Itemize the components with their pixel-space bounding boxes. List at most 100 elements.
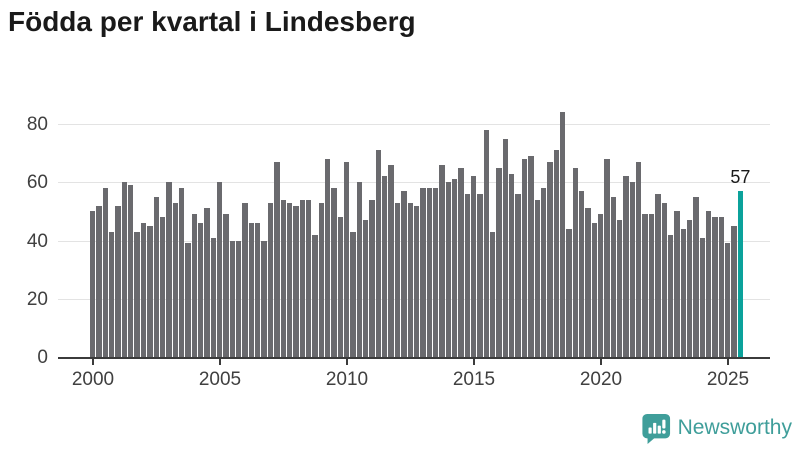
bar-2015-q2 (477, 193, 483, 357)
bar-2020-q1 (598, 214, 604, 357)
bar-2024-q3 (712, 217, 718, 357)
bar-2016-q4 (515, 193, 521, 357)
bar-2009-q3 (331, 188, 337, 357)
bar-2006-q2 (248, 223, 255, 357)
bar-2018-q1 (547, 161, 553, 357)
x-tick-label-2000: 2000 (71, 369, 115, 390)
y-tick-label-80: 80 (26, 114, 48, 135)
x-axis-line (58, 357, 770, 359)
bar-2011-q1 (369, 199, 375, 357)
bar-2018-q3 (559, 112, 566, 357)
plot-area: 0 20 40 60 80 2000 2005 2010 2015 2020 2025 57 (27, 112, 770, 390)
bar-2021-q2 (629, 182, 636, 357)
bar-2024-q2 (705, 211, 712, 357)
bar-2010-q1 (344, 161, 350, 357)
bar-2003-q4 (185, 243, 191, 357)
newsworthy-label: Newsworthy (677, 416, 792, 439)
bar-2004-q1 (191, 214, 197, 357)
bar-2008-q3 (305, 199, 312, 357)
bar-2001-q2 (121, 182, 128, 357)
bar-2010-q4 (363, 220, 369, 357)
x-tick-label-2020: 2020 (579, 369, 623, 390)
bar-2023-q1 (674, 211, 680, 357)
bar-2014-q2 (451, 179, 458, 357)
bar-2016-q3 (509, 173, 515, 357)
x-axis-tick-2005 (219, 359, 221, 365)
y-tick-label-0: 0 (37, 347, 48, 368)
gridline-60 (58, 182, 770, 184)
bar-2012-q1 (394, 202, 401, 357)
bar-2000-q3 (102, 188, 109, 357)
bar-2024-q4 (718, 217, 725, 357)
bar-2020-q3 (610, 196, 617, 357)
bar-2009-q2 (324, 158, 331, 357)
bar-2001-q3 (128, 185, 134, 357)
bar-2012-q3 (407, 202, 413, 357)
bar-2015-q1 (471, 176, 477, 357)
bar-2002-q1 (140, 223, 147, 357)
bar-2003-q1 (166, 182, 172, 357)
bar-2013-q3 (432, 188, 439, 357)
bar-2025-q3 (737, 191, 744, 357)
bar-2007-q3 (280, 199, 286, 357)
bar-2017-q3 (534, 199, 540, 357)
bar-2011-q3 (382, 176, 388, 357)
bar-2012-q4 (413, 205, 420, 357)
bar-2004-q3 (204, 208, 210, 357)
bar-2017-q1 (521, 158, 528, 357)
bar-2007-q4 (286, 202, 293, 357)
x-tick-label-2025: 2025 (706, 369, 750, 390)
bar-2012-q2 (401, 191, 407, 357)
bar-2013-q2 (426, 188, 432, 357)
bar-2008-q4 (312, 234, 318, 357)
bar-2014-q4 (464, 193, 471, 357)
bar-2019-q3 (585, 208, 591, 357)
y-tick-label-40: 40 (26, 230, 48, 252)
bar-2004-q4 (210, 237, 217, 357)
bar-2023-q4 (693, 196, 699, 357)
bar-2005-q1 (217, 182, 223, 357)
bar-2011-q2 (375, 150, 382, 357)
bar-2015-q4 (490, 231, 496, 357)
bar-2009-q4 (337, 217, 344, 357)
bar-2011-q4 (388, 164, 394, 357)
bar-2001-q4 (134, 231, 140, 357)
bar-2014-q1 (445, 182, 451, 357)
bar-2009-q1 (318, 202, 324, 357)
bar-2013-q4 (439, 164, 445, 357)
bar-2006-q4 (261, 240, 267, 357)
bar-2016-q2 (502, 138, 509, 357)
x-axis-tick-2025 (727, 359, 729, 365)
bar-2004-q2 (197, 223, 204, 357)
bar-2019-q4 (591, 223, 598, 357)
bar-2018-q4 (566, 228, 572, 357)
x-axis-tick-2020 (600, 359, 602, 365)
bar-2002-q2 (147, 225, 153, 357)
bar-2018-q2 (553, 150, 559, 357)
bar-2013-q1 (420, 188, 426, 357)
y-tick-label-60: 60 (26, 172, 48, 194)
bar-2019-q2 (578, 191, 585, 357)
bar-2001-q1 (115, 205, 121, 357)
bar-2022-q2 (655, 193, 661, 357)
x-axis-tick-2000 (92, 359, 94, 365)
newsworthy-bubble-chart-icon (641, 412, 671, 444)
bar-2015-q3 (483, 129, 490, 357)
bar-2005-q3 (229, 240, 236, 357)
bar-2021-q1 (623, 176, 629, 357)
bar-2000-q2 (96, 205, 102, 357)
bar-2020-q2 (604, 158, 610, 357)
chart-title: Födda per kvartal i Lindesberg (8, 6, 416, 37)
last-value-label: 57 (730, 166, 751, 187)
bar-2003-q2 (172, 202, 178, 357)
bar-2022-q4 (667, 234, 674, 357)
x-tick-label-2005: 2005 (198, 369, 242, 390)
bar-2006-q1 (242, 202, 248, 357)
bar-2021-q4 (642, 214, 648, 357)
x-axis-tick-2010 (346, 359, 348, 365)
bar-2005-q2 (223, 214, 229, 357)
bar-2008-q1 (293, 205, 299, 357)
newsworthy-logo[interactable]: Newsworthy (641, 412, 792, 444)
bar-2016-q1 (496, 167, 502, 357)
bar-2002-q4 (159, 217, 166, 357)
